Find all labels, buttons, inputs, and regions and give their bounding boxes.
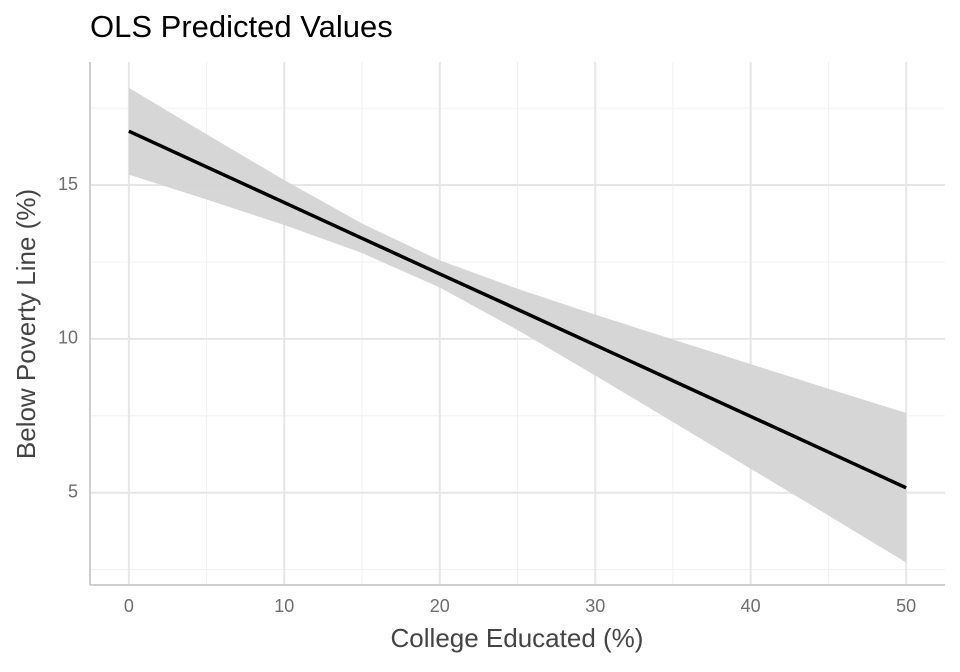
y-tick-label: 15 [58, 174, 78, 194]
y-tick-label: 10 [58, 328, 78, 348]
x-axis-title: College Educated (%) [391, 623, 644, 653]
x-tick-label: 40 [741, 596, 761, 616]
x-tick-label: 0 [124, 596, 134, 616]
fit-line [128, 129, 907, 490]
x-tick-label: 10 [274, 596, 294, 616]
x-tick-label: 50 [896, 596, 916, 616]
x-tick-label: 30 [585, 596, 605, 616]
y-axis-title: Below Poverty Line (%) [11, 189, 41, 459]
x-tick-label: 20 [430, 596, 450, 616]
y-tick-label: 5 [68, 481, 78, 501]
confidence-band [128, 87, 907, 563]
chart-title: OLS Predicted Values [90, 9, 393, 44]
